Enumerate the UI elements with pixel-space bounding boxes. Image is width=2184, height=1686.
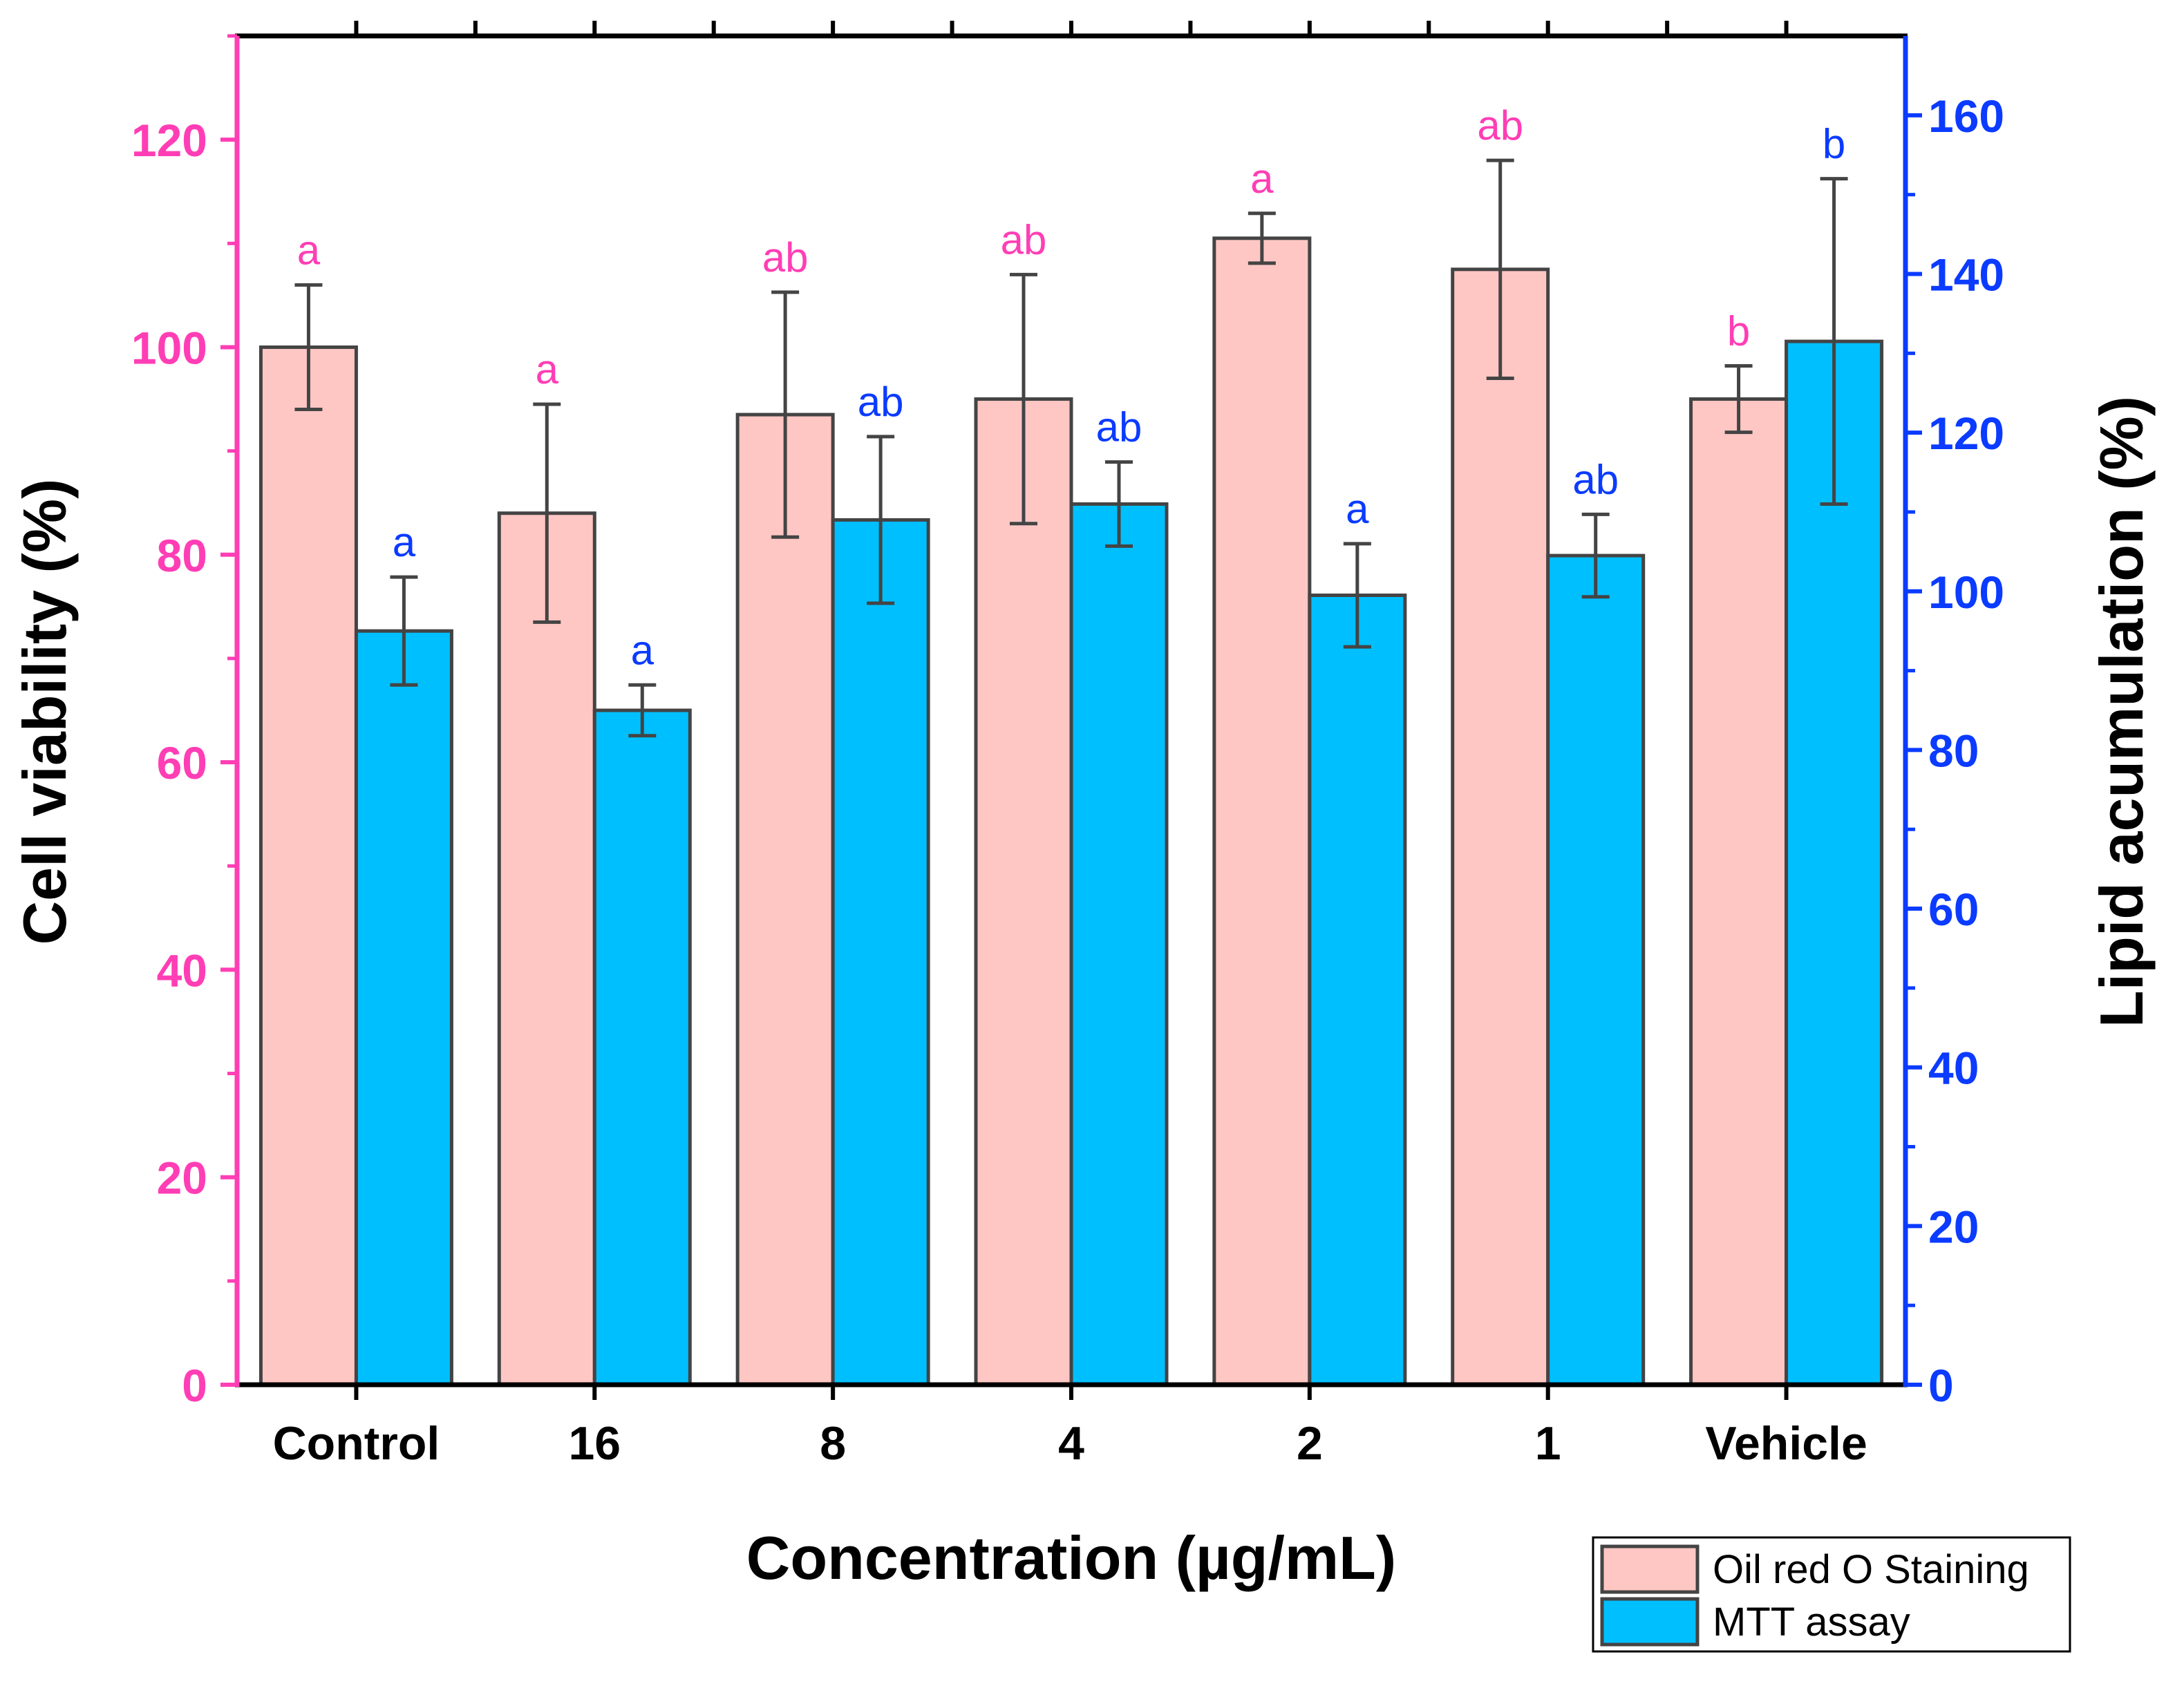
significance-label-mtt-1: a <box>631 627 655 673</box>
right-tick-label-0: 0 <box>1928 1360 1954 1411</box>
significance-label-mtt-6: b <box>1823 121 1845 167</box>
legend: Oil red O Staining MTT assay <box>1592 1536 2071 1653</box>
significance-label-oil-red-1: a <box>536 346 559 392</box>
right-tick-label-7: 140 <box>1928 249 2004 300</box>
right-tick-label-1: 20 <box>1928 1201 1979 1252</box>
bar-oil-red-4 <box>1212 236 1312 1387</box>
significance-label-mtt-5: ab <box>1572 456 1619 502</box>
x-tick-label-4: 2 <box>1297 1417 1323 1470</box>
right-tick-label-8: 160 <box>1928 91 2004 142</box>
left-ticks-layer: 0 20 40 60 80 100 120 <box>131 34 237 1411</box>
bar-mtt-2 <box>831 518 930 1387</box>
y-axis-right-title: Lipid acumulation (%) <box>2087 396 2156 1027</box>
significance-label-oil-red-4: a <box>1250 155 1274 202</box>
bar-oil-red-2 <box>735 413 835 1387</box>
bar-mtt-3 <box>1069 502 1169 1387</box>
left-tick-label-0: 0 <box>182 1360 207 1411</box>
x-tick-label-0: Control <box>273 1417 440 1470</box>
bar-mtt-0 <box>354 629 453 1387</box>
significance-label-mtt-3: ab <box>1096 404 1142 451</box>
bar-oil-red-5 <box>1451 267 1550 1387</box>
right-tick-label-4: 80 <box>1928 725 1979 776</box>
significance-label-oil-red-2: ab <box>762 234 809 281</box>
bar-mtt-6 <box>1785 339 1884 1387</box>
bars-layer <box>258 236 1884 1387</box>
legend-label-oil-red: Oil red O Staining <box>1713 1547 2029 1592</box>
left-tick-label-4: 80 <box>157 530 207 581</box>
left-tick-label-5: 100 <box>131 322 207 373</box>
legend-label-mtt: MTT assay <box>1713 1600 1910 1645</box>
significance-labels-layer: a a a a ab ab ab ab a a ab ab b b <box>297 102 1846 673</box>
significance-label-oil-red-5: ab <box>1477 102 1523 149</box>
right-ticks-layer: 0 20 40 60 80 100 120 140 160 <box>1905 91 2004 1411</box>
x-ticks-layer: Control 16 8 4 2 1 Vehicle <box>273 21 1867 1470</box>
bar-mtt-5 <box>1546 553 1646 1387</box>
legend-swatch-mtt <box>1600 1597 1700 1647</box>
bar-mtt-4 <box>1308 594 1407 1387</box>
bar-oil-red-3 <box>974 397 1073 1387</box>
x-tick-label-2: 8 <box>820 1417 846 1470</box>
error-bars-layer <box>294 158 1848 738</box>
y-axis-left-title: Cell viability (%) <box>10 479 79 945</box>
x-axis-title: Concentration (µg/mL) <box>746 1524 1396 1592</box>
x-tick-label-3: 4 <box>1058 1417 1084 1470</box>
significance-label-oil-red-6: b <box>1727 307 1750 354</box>
bar-mtt-1 <box>592 708 692 1387</box>
legend-swatch-oil-red <box>1600 1544 1700 1594</box>
significance-label-mtt-4: a <box>1346 486 1369 532</box>
bar-oil-red-6 <box>1689 397 1789 1387</box>
significance-label-mtt-0: a <box>393 519 416 565</box>
x-tick-label-6: Vehicle <box>1705 1417 1867 1470</box>
x-tick-label-1: 16 <box>568 1417 621 1470</box>
right-tick-label-3: 60 <box>1928 884 1979 935</box>
significance-label-oil-red-3: ab <box>1001 216 1047 263</box>
left-tick-label-2: 40 <box>157 945 207 996</box>
bar-oil-red-1 <box>497 511 596 1387</box>
left-tick-label-6: 120 <box>131 115 207 166</box>
bar-oil-red-0 <box>258 345 358 1387</box>
right-tick-label-6: 120 <box>1928 408 2004 459</box>
x-tick-label-5: 1 <box>1535 1417 1561 1470</box>
right-tick-label-5: 100 <box>1928 567 2004 618</box>
left-tick-label-1: 20 <box>157 1153 207 1204</box>
significance-label-mtt-2: ab <box>858 379 904 425</box>
left-tick-label-3: 60 <box>157 737 207 788</box>
right-tick-label-2: 40 <box>1928 1043 1979 1094</box>
significance-label-oil-red-0: a <box>297 227 321 273</box>
